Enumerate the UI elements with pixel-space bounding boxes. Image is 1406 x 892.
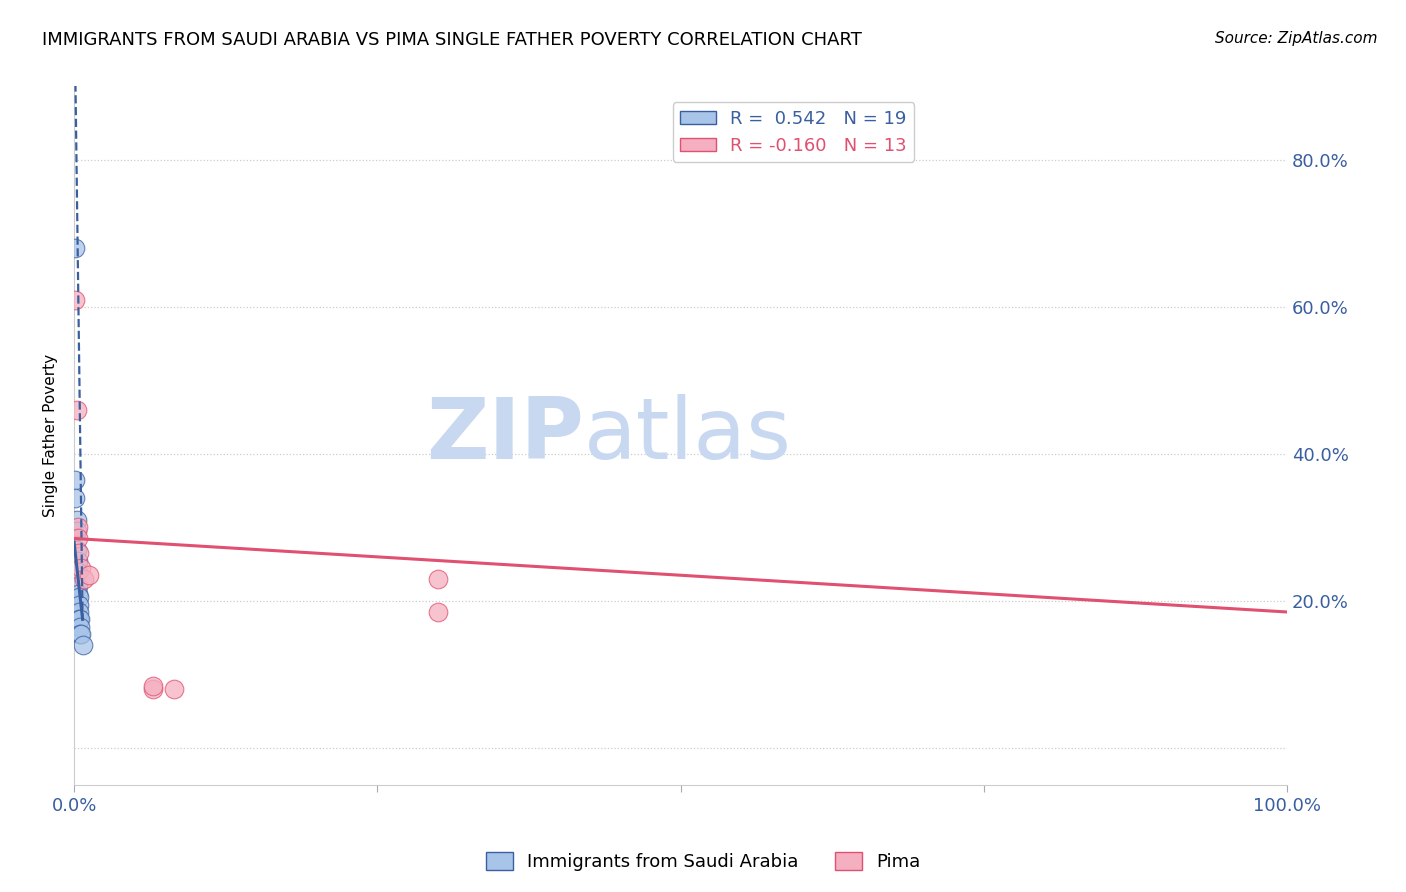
Point xyxy=(66,586,89,600)
Point xyxy=(65,402,87,417)
Text: Source: ZipAtlas.com: Source: ZipAtlas.com xyxy=(1215,31,1378,46)
Point xyxy=(70,627,93,641)
Point xyxy=(65,491,87,505)
Point xyxy=(162,682,184,697)
Text: IMMIGRANTS FROM SAUDI ARABIA VS PIMA SINGLE FATHER POVERTY CORRELATION CHART: IMMIGRANTS FROM SAUDI ARABIA VS PIMA SIN… xyxy=(42,31,862,49)
Point xyxy=(77,568,100,582)
Point xyxy=(65,513,87,527)
Point xyxy=(142,682,165,697)
Text: ZIP: ZIP xyxy=(426,394,583,477)
Point xyxy=(65,473,87,487)
Point xyxy=(63,241,86,255)
Point xyxy=(73,572,96,586)
Point xyxy=(69,612,91,626)
Point xyxy=(69,620,91,634)
Point xyxy=(65,542,87,557)
Point xyxy=(65,524,87,538)
Legend: Immigrants from Saudi Arabia, Pima: Immigrants from Saudi Arabia, Pima xyxy=(478,845,928,879)
Point xyxy=(67,605,90,619)
Point xyxy=(427,572,450,586)
Point xyxy=(142,679,165,693)
Point xyxy=(67,598,90,612)
Point xyxy=(70,561,93,575)
Point xyxy=(63,293,86,307)
Point xyxy=(427,605,450,619)
Point xyxy=(72,638,94,652)
Text: atlas: atlas xyxy=(583,394,792,477)
Point xyxy=(66,553,89,567)
Point xyxy=(69,627,91,641)
Point xyxy=(67,591,90,605)
Point xyxy=(66,565,89,579)
Point xyxy=(66,579,89,593)
Point xyxy=(67,546,90,560)
Point xyxy=(66,520,89,534)
Legend: R =  0.542   N = 19, R = -0.160   N = 13: R = 0.542 N = 19, R = -0.160 N = 13 xyxy=(672,103,914,161)
Point xyxy=(66,532,89,546)
Y-axis label: Single Father Poverty: Single Father Poverty xyxy=(44,354,58,517)
Point xyxy=(67,612,90,626)
